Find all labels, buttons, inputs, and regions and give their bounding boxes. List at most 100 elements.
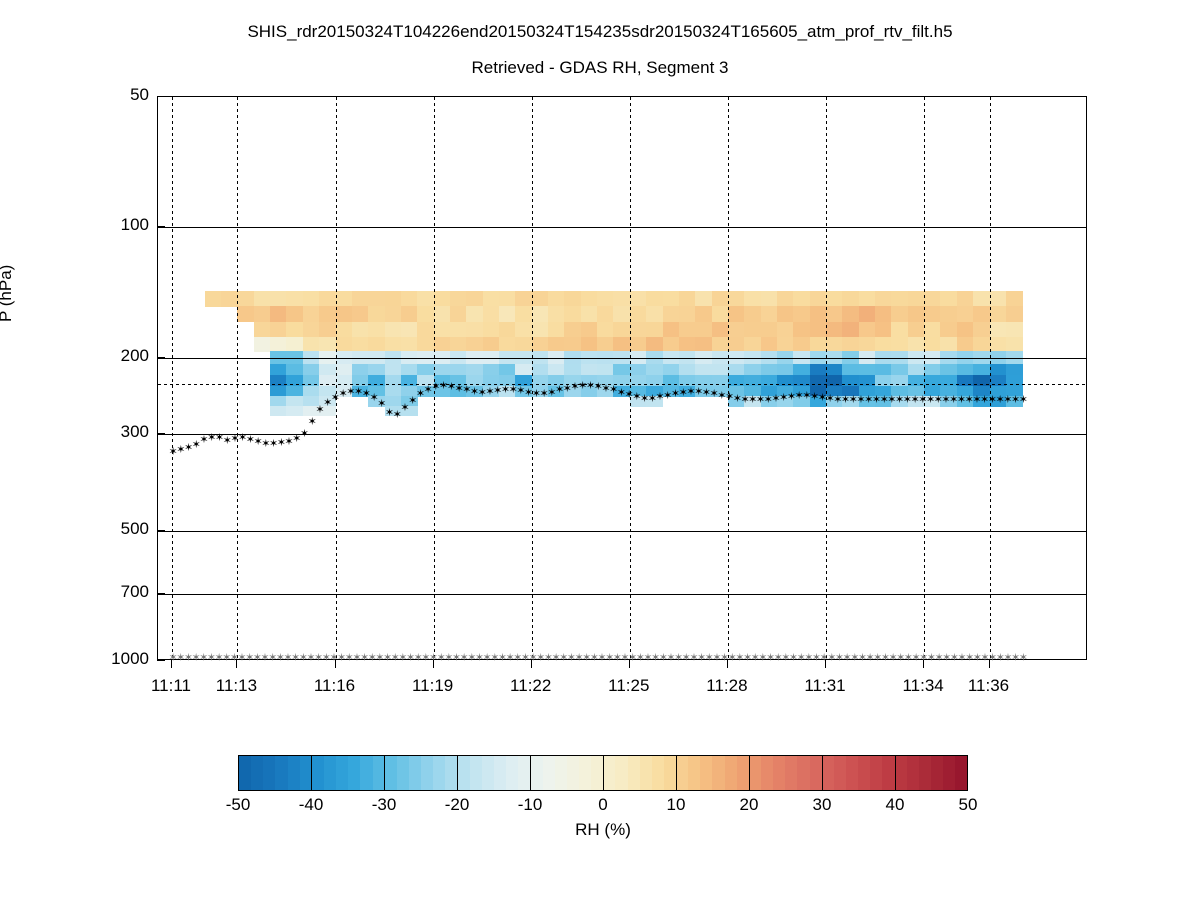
heatmap-cell bbox=[744, 306, 762, 323]
retrieval-bottom-marker: ✶ bbox=[864, 393, 874, 406]
heatmap-cell bbox=[776, 385, 794, 397]
heatmap-cell bbox=[678, 337, 696, 352]
heatmap-cell bbox=[302, 351, 320, 365]
heatmap-cell bbox=[842, 290, 860, 307]
colorbar-tick bbox=[384, 755, 385, 791]
colorbar-segment bbox=[566, 756, 579, 790]
retrieval-bottom-marker: ✶ bbox=[794, 390, 804, 403]
colorbar-segment bbox=[481, 756, 494, 790]
heatmap-cell bbox=[400, 363, 418, 376]
surface-pressure-marker: ✶ bbox=[321, 651, 331, 664]
x-tick-label: 11:11 bbox=[150, 676, 192, 695]
y-tick-label: 300 bbox=[120, 422, 149, 442]
heatmap-cell bbox=[744, 385, 762, 397]
surface-pressure-marker: ✶ bbox=[628, 651, 638, 664]
heatmap-cell bbox=[989, 306, 1007, 323]
heatmap-cell bbox=[548, 337, 565, 352]
heatmap-cell bbox=[270, 363, 288, 376]
retrieval-bottom-marker: ✶ bbox=[856, 393, 866, 406]
heatmap-cell bbox=[433, 337, 451, 352]
surface-pressure-marker: ✶ bbox=[911, 651, 921, 664]
colorbar-segment bbox=[676, 756, 689, 790]
surface-pressure-marker: ✶ bbox=[536, 651, 546, 664]
surface-pressure-marker: ✶ bbox=[237, 651, 247, 664]
heatmap-cell bbox=[727, 396, 745, 407]
surface-pressure-marker: ✶ bbox=[505, 651, 515, 664]
heatmap-cell bbox=[482, 321, 500, 338]
heatmap-cell bbox=[351, 290, 369, 307]
retrieval-bottom-marker: ✶ bbox=[925, 393, 936, 406]
colorbar bbox=[238, 755, 968, 791]
heatmap-cell bbox=[449, 385, 467, 397]
colorbar-segment bbox=[323, 756, 337, 790]
heatmap-cell bbox=[270, 321, 288, 338]
surface-pressure-marker: ✶ bbox=[712, 651, 722, 664]
heatmap-cell bbox=[286, 290, 304, 307]
heatmap-cell bbox=[940, 321, 958, 338]
retrieval-bottom-marker: ✶ bbox=[1010, 393, 1021, 406]
x-gridline bbox=[727, 97, 729, 659]
heatmap-cell bbox=[695, 375, 713, 387]
heatmap-cell bbox=[924, 321, 942, 338]
heatmap-cell bbox=[727, 363, 745, 376]
heatmap-cell bbox=[826, 385, 843, 397]
y-tick bbox=[157, 226, 165, 228]
heatmap-cell bbox=[956, 290, 974, 307]
heatmap-cell bbox=[842, 385, 860, 397]
heatmap-cell bbox=[973, 363, 991, 376]
heatmap-cell bbox=[351, 385, 369, 397]
heatmap-cell bbox=[482, 363, 500, 376]
colorbar-tick-label: -30 bbox=[371, 795, 397, 814]
surface-pressure-marker: ✶ bbox=[919, 651, 929, 664]
retrieval-bottom-marker: ✶ bbox=[539, 388, 549, 401]
heatmap-cell bbox=[809, 385, 827, 397]
surface-pressure-marker: ✶ bbox=[482, 651, 492, 664]
heatmap-cell bbox=[1005, 375, 1023, 387]
colorbar-segment bbox=[943, 756, 956, 790]
heatmap-cell bbox=[907, 385, 925, 397]
colorbar-segment bbox=[493, 756, 507, 790]
colorbar-segment bbox=[275, 756, 288, 790]
colorbar-segment bbox=[518, 756, 531, 790]
x-tick bbox=[923, 660, 925, 668]
heatmap-cell bbox=[466, 375, 484, 387]
surface-pressure-marker: ✶ bbox=[811, 651, 822, 664]
x-gridline bbox=[826, 97, 827, 659]
heatmap-cell bbox=[744, 290, 762, 307]
surface-pressure-marker: ✶ bbox=[865, 651, 875, 664]
x-gridline bbox=[629, 97, 631, 659]
heatmap-cell bbox=[875, 396, 892, 407]
surface-pressure-marker: ✶ bbox=[291, 651, 301, 664]
heatmap-cell bbox=[351, 375, 369, 387]
heatmap-cell bbox=[793, 396, 811, 407]
retrieval-bottom-marker: ✶ bbox=[755, 394, 766, 407]
x-tick bbox=[334, 660, 336, 668]
heatmap-cell bbox=[302, 290, 320, 307]
heatmap-cell bbox=[417, 337, 435, 352]
surface-pressure-marker: ✶ bbox=[574, 651, 584, 664]
colorbar-segment bbox=[882, 756, 895, 790]
heatmap-cell bbox=[515, 337, 533, 352]
heatmap-cell bbox=[335, 351, 353, 365]
retrieval-bottom-marker: ✶ bbox=[933, 393, 943, 406]
heatmap-cell bbox=[580, 351, 598, 365]
colorbar-segment bbox=[821, 756, 834, 790]
retrieval-bottom-marker: ✶ bbox=[663, 389, 673, 402]
heatmap-cell bbox=[973, 321, 991, 338]
surface-pressure-marker: ✶ bbox=[727, 651, 737, 664]
surface-pressure-marker: ✶ bbox=[850, 651, 860, 664]
colorbar-segment bbox=[931, 756, 944, 790]
heatmap-cell bbox=[989, 363, 1007, 376]
colorbar-segment bbox=[748, 756, 762, 790]
heatmap-cell bbox=[286, 385, 304, 397]
colorbar-segment bbox=[578, 756, 592, 790]
heatmap-cell bbox=[384, 306, 402, 323]
retrieval-bottom-marker: ✶ bbox=[724, 391, 735, 404]
heatmap-cell bbox=[711, 321, 729, 338]
heatmap-cell bbox=[319, 396, 337, 407]
figure-subtitle: Retrieved - GDAS RH, Segment 3 bbox=[471, 58, 729, 77]
x-tick bbox=[825, 660, 826, 668]
heatmap-cell bbox=[793, 385, 811, 397]
surface-pressure-marker: ✶ bbox=[252, 651, 262, 664]
colorbar-tick-label: 20 bbox=[739, 795, 759, 814]
